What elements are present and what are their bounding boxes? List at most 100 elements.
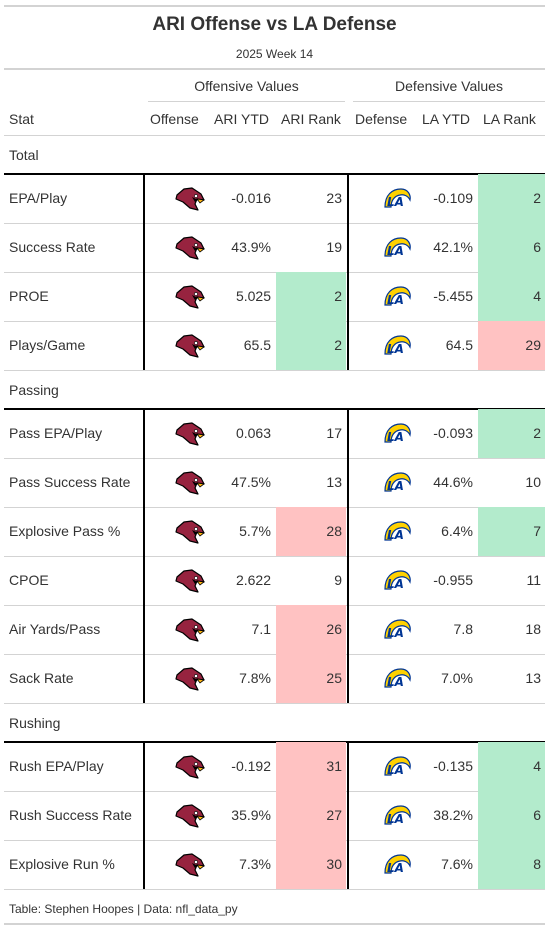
cardinals-logo-icon — [170, 605, 210, 654]
cell-ari-ytd: 65.5 — [243, 337, 271, 353]
svg-text:LA: LA — [387, 479, 404, 493]
col-header-ari-rank: ARI Rank — [281, 111, 341, 127]
table-row: EPA/Play -0.016 23 LA -0.109 2 — [4, 174, 545, 223]
cardinals-logo-icon — [170, 742, 210, 791]
row-divider — [4, 556, 545, 557]
table-row: Success Rate 43.9% 19 LA 42.1% 6 — [4, 223, 545, 272]
rams-logo-icon: LA — [378, 742, 416, 791]
cell-stat: PROE — [9, 288, 49, 304]
cell-la-rank: 29 — [478, 321, 545, 370]
table-subtitle: 2025 Week 14 — [235, 47, 314, 61]
row-divider — [4, 791, 545, 792]
cell-la-ytd: 44.6% — [433, 474, 473, 490]
table-title: ARI Offense vs LA Defense — [152, 14, 397, 35]
cell-ari-rank: 17 — [326, 425, 342, 441]
cardinals-logo-icon — [170, 458, 210, 507]
spanner-line-defense — [353, 101, 545, 102]
cell-ari-rank: 9 — [334, 572, 342, 588]
cell-ari-ytd: 7.3% — [239, 856, 271, 872]
cell-la-ytd: 7.6% — [441, 856, 473, 872]
group-label: Rushing — [9, 715, 61, 731]
cardinals-logo-icon — [170, 272, 210, 321]
svg-text:LA: LA — [387, 626, 404, 640]
row-divider — [4, 840, 545, 841]
cell-la-rank: 10 — [525, 474, 541, 490]
table-row: Sack Rate 7.8% 25 LA 7.0% 13 — [4, 654, 545, 703]
group-body-top-border — [4, 408, 545, 410]
rams-logo-icon: LA — [378, 409, 416, 458]
cell-ari-rank: 13 — [326, 474, 342, 490]
cell-la-ytd: 42.1% — [433, 239, 473, 255]
defense-column-border — [347, 409, 349, 703]
col-header-ari-ytd: ARI YTD — [214, 111, 269, 127]
cell-ari-ytd: 7.8% — [239, 670, 271, 686]
group-label: Passing — [9, 382, 59, 398]
rams-logo-icon: LA — [378, 654, 416, 703]
group-separator — [4, 703, 545, 704]
rams-logo-icon: LA — [378, 556, 416, 605]
col-header-stat: Stat — [9, 111, 34, 127]
svg-text:LA: LA — [387, 244, 404, 258]
svg-text:LA: LA — [387, 577, 404, 591]
group-label: Total — [9, 147, 39, 163]
rams-logo-icon: LA — [378, 223, 416, 272]
group-separator — [4, 370, 545, 371]
table-row: Plays/Game 65.5 2 LA 64.5 29 — [4, 321, 545, 370]
col-header-offense: Offense — [150, 111, 199, 127]
cell-ari-rank: 25 — [276, 654, 346, 703]
cell-ari-ytd: -0.192 — [231, 758, 271, 774]
cell-ari-ytd: 7.1 — [251, 621, 271, 637]
cell-ari-ytd: 0.063 — [235, 425, 271, 441]
svg-text:LA: LA — [387, 675, 404, 689]
cell-la-ytd: -0.109 — [433, 190, 473, 206]
cardinals-logo-icon — [170, 507, 210, 556]
cell-stat: Rush Success Rate — [9, 807, 132, 823]
cell-ari-rank: 23 — [326, 190, 342, 206]
cell-ari-rank: 2 — [276, 321, 346, 370]
cell-la-ytd: -0.955 — [433, 572, 473, 588]
cardinals-logo-icon — [170, 556, 210, 605]
cell-ari-rank: 26 — [276, 605, 346, 654]
header-top-border — [4, 68, 545, 70]
defense-column-border — [347, 174, 349, 370]
rams-logo-icon: LA — [378, 840, 416, 889]
cell-stat: Pass EPA/Play — [9, 425, 103, 441]
cell-la-ytd: 7.8 — [453, 621, 473, 637]
cell-ari-rank: 28 — [276, 507, 346, 556]
cell-la-ytd: 38.2% — [433, 807, 473, 823]
rams-logo-icon: LA — [378, 605, 416, 654]
spanner-line-offense — [148, 101, 345, 102]
table-footer: Table: Stephen Hoopes | Data: nfl_data_p… — [9, 902, 238, 916]
cell-la-rank: 2 — [478, 409, 545, 458]
col-header-la-ytd: LA YTD — [422, 111, 470, 127]
row-divider — [4, 654, 545, 655]
cell-la-ytd: -0.135 — [433, 758, 473, 774]
row-divider — [4, 223, 545, 224]
svg-text:LA: LA — [387, 293, 404, 307]
rams-logo-icon: LA — [378, 791, 416, 840]
table-row: Pass Success Rate 47.5% 13 LA 44.6% 10 — [4, 458, 545, 507]
bottom-border — [4, 923, 545, 925]
svg-text:LA: LA — [387, 528, 404, 542]
top-border — [4, 5, 545, 7]
rams-logo-icon: LA — [378, 507, 416, 556]
defense-column-border — [347, 742, 349, 889]
cell-stat: Explosive Pass % — [9, 523, 121, 539]
cell-la-rank: 4 — [478, 742, 545, 791]
cell-la-rank: 18 — [525, 621, 541, 637]
cell-ari-ytd: 47.5% — [231, 474, 271, 490]
cell-la-rank: 7 — [478, 507, 545, 556]
cell-stat: Air Yards/Pass — [9, 621, 101, 637]
cell-la-ytd: -5.455 — [433, 288, 473, 304]
cell-ari-ytd: 5.025 — [235, 288, 271, 304]
cell-ari-rank: 19 — [326, 239, 342, 255]
offense-column-border — [143, 174, 145, 370]
cell-ari-ytd: 5.7% — [239, 523, 271, 539]
row-divider — [4, 458, 545, 459]
cell-stat: Sack Rate — [9, 670, 74, 686]
table-row: Air Yards/Pass 7.1 26 LA 7.8 18 — [4, 605, 545, 654]
table-row: Explosive Run % 7.3% 30 LA 7.6% 8 — [4, 840, 545, 889]
svg-text:LA: LA — [387, 763, 404, 777]
cell-la-rank: 6 — [478, 791, 545, 840]
row-divider — [4, 321, 545, 322]
